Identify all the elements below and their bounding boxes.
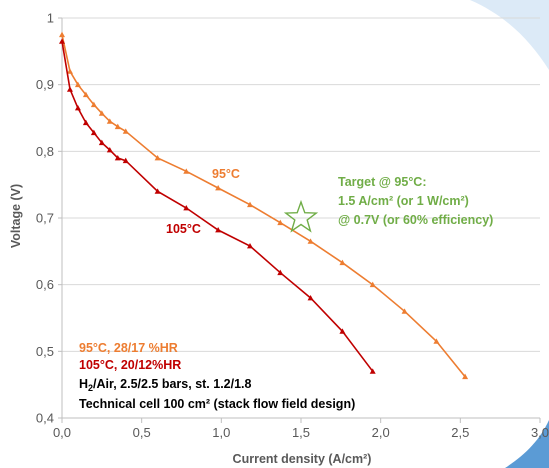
- target-line-1: Target @ 95°C:: [338, 175, 427, 189]
- target-line-3: @ 0.7V (or 60% efficiency): [338, 213, 493, 227]
- data-point-95C: [59, 32, 65, 37]
- data-point-95C: [123, 128, 129, 133]
- y-tick-label: 0,6: [36, 277, 54, 292]
- x-tick-label: 0,0: [53, 425, 71, 440]
- note-gas-h: H: [79, 377, 88, 391]
- note-105c-humidity: 105°C, 20/12%HR: [79, 358, 181, 372]
- data-point-105C: [67, 86, 73, 91]
- x-axis-title: Current density (A/cm²): [233, 452, 372, 466]
- y-tick-label: 0,4: [36, 411, 54, 426]
- y-tick-label: 0,9: [36, 77, 54, 92]
- x-tick-label: 1,0: [212, 425, 230, 440]
- note-cell: Technical cell 100 cm² (stack flow field…: [79, 397, 355, 411]
- series-line-105C: [62, 41, 373, 371]
- x-tick-labels: 0,0 0,5 1,0 1,5 2,0 2,5 3,0: [53, 425, 549, 440]
- x-tick-label: 1,5: [292, 425, 310, 440]
- label-105c: 105°C: [166, 222, 201, 236]
- y-tick-label: 0,5: [36, 344, 54, 359]
- data-point-105C: [75, 105, 81, 110]
- x-tick-label: 0,5: [133, 425, 151, 440]
- target-star-icon: [286, 202, 316, 231]
- y-tick-labels: 0,4 0,5 0,6 0,7 0,8 0,9 1: [36, 11, 54, 426]
- note-95c-humidity: 95°C, 28/17 %HR: [79, 341, 178, 355]
- y-tick-label: 1: [47, 11, 54, 26]
- y-tick-label: 0,7: [36, 211, 54, 226]
- series-105C: [59, 38, 376, 373]
- target-line-2: 1.5 A/cm² (or 1 W/cm²): [338, 194, 469, 208]
- data-point-105C: [183, 205, 189, 210]
- x-tick-label: 2,5: [451, 425, 469, 440]
- x-tick-label: 2,0: [372, 425, 390, 440]
- y-tick-label: 0,8: [36, 144, 54, 159]
- note-gas-rest: /Air, 2.5/2.5 bars, st. 1.2/1.8: [93, 377, 251, 391]
- note-gas-conditions: H2/Air, 2.5/2.5 bars, st. 1.2/1.8: [79, 377, 252, 393]
- x-tick-label: 3,0: [531, 425, 549, 440]
- label-95c: 95°C: [212, 167, 240, 181]
- y-axis-title: Voltage (V): [9, 184, 23, 248]
- corner-decoration-top: [470, 0, 549, 70]
- gridlines: [62, 18, 540, 351]
